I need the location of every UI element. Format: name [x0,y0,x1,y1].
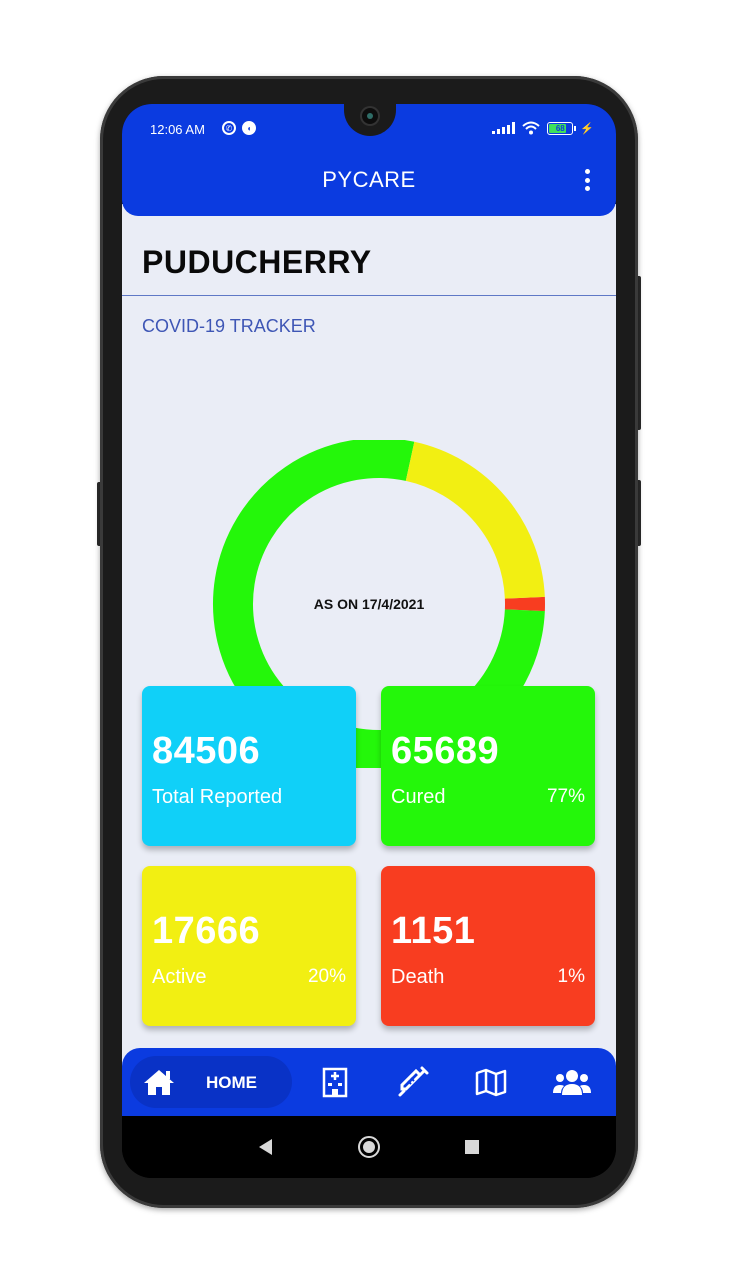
phone-power-button [636,480,641,546]
system-home-button[interactable] [358,1136,380,1158]
app-title: PYCARE [322,167,416,192]
charging-icon: ⚡ [580,122,594,135]
divider [122,295,616,296]
whatsapp-icon: ✆ [222,121,236,135]
total-reported-value: 84506 [152,730,261,772]
death-value: 1151 [391,910,476,952]
card-death[interactable]: 1151 Death 1% [381,866,595,1026]
phone-volume-button [636,276,641,430]
nav-home-label: HOME [206,1073,257,1092]
card-active[interactable]: 17666 Active 20% [142,866,356,1026]
syringe-icon[interactable] [396,1065,430,1099]
system-recents-button[interactable] [465,1140,479,1154]
users-icon[interactable] [552,1065,592,1099]
app-notification-icon: ◖ [242,121,256,135]
card-total-reported[interactable]: 84506 Total Reported [142,686,356,846]
hospital-icon[interactable] [318,1065,352,1099]
status-right: 68 ⚡ [492,121,594,135]
system-navigation-bar [122,1116,616,1178]
death-label: Death [391,966,445,988]
more-options-icon[interactable] [584,169,590,191]
death-percent: 1% [557,966,585,987]
nav-home-tab[interactable]: HOME [130,1056,292,1108]
notification-icons: ✆ ◖ [222,121,256,135]
phone-side-button-left [97,482,102,546]
donut-slice-active [405,441,545,600]
cured-percent: 77% [546,786,585,807]
map-icon[interactable] [474,1065,508,1099]
active-value: 17666 [152,910,261,952]
bottom-nav: HOME [122,1048,616,1116]
battery-icon: 68 [547,121,577,135]
card-cured[interactable]: 65689 Cured 77% [381,686,595,846]
main-content: PUDUCHERRY COVID-19 TRACKER AS ON 17/4/2… [122,204,616,1074]
chart-caption: AS ON 17/4/2021 [313,596,425,612]
active-label: Active [152,966,207,988]
battery-level: 68 [555,123,565,133]
page-title: PUDUCHERRY [142,244,372,280]
total-reported-label: Total Reported [152,786,283,808]
app-bar: PYCARE [122,144,616,216]
active-percent: 20% [307,966,346,987]
status-time: 12:06 AM [150,122,205,137]
cured-label: Cured [391,786,446,808]
phone-screen: 12:06 AM ✆ ◖ 68 ⚡ PUDUCHERRY COVID-19 TR… [122,104,616,1178]
front-camera [362,108,378,124]
wifi-icon [522,121,540,135]
home-icon [144,1070,174,1095]
signal-icon [492,122,516,134]
cured-value: 65689 [391,730,500,772]
tracker-label: COVID-19 TRACKER [142,316,316,336]
status-bar: 12:06 AM ✆ ◖ 68 ⚡ [122,104,616,148]
system-back-button[interactable] [259,1139,272,1155]
